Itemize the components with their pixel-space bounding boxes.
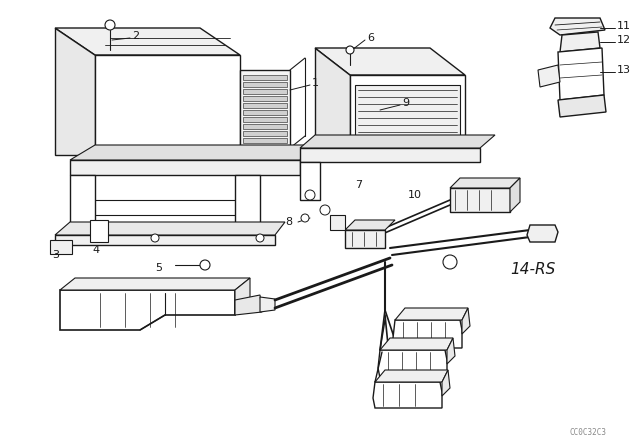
Polygon shape — [55, 235, 275, 245]
Polygon shape — [395, 308, 468, 320]
Circle shape — [301, 214, 309, 222]
Polygon shape — [558, 95, 606, 117]
Polygon shape — [235, 175, 260, 235]
Bar — [243, 131, 287, 136]
Polygon shape — [462, 308, 470, 334]
Polygon shape — [300, 135, 495, 148]
Text: 14-RS: 14-RS — [510, 263, 556, 277]
Polygon shape — [55, 222, 285, 235]
Circle shape — [305, 190, 315, 200]
Polygon shape — [550, 18, 605, 35]
Bar — [243, 82, 287, 87]
Text: CC0C32C3: CC0C32C3 — [570, 427, 607, 436]
Text: 9: 9 — [402, 98, 409, 108]
Circle shape — [443, 255, 457, 269]
Bar — [243, 96, 287, 101]
Bar — [243, 117, 287, 122]
Polygon shape — [560, 32, 600, 52]
Polygon shape — [380, 338, 453, 350]
Circle shape — [151, 234, 159, 242]
Text: 7: 7 — [355, 180, 362, 190]
Text: 8: 8 — [285, 217, 292, 227]
Bar — [50, 240, 72, 254]
Polygon shape — [235, 278, 250, 315]
Polygon shape — [345, 230, 385, 248]
Circle shape — [256, 234, 264, 242]
Bar — [243, 89, 287, 94]
Text: 12: 12 — [617, 35, 631, 45]
Polygon shape — [527, 225, 558, 242]
Text: 4: 4 — [92, 245, 99, 255]
Polygon shape — [510, 178, 520, 212]
Circle shape — [105, 20, 115, 30]
Polygon shape — [330, 215, 345, 230]
Polygon shape — [378, 350, 447, 378]
Text: 5: 5 — [155, 263, 162, 273]
Polygon shape — [70, 160, 300, 175]
Text: 11: 11 — [617, 21, 631, 31]
Circle shape — [200, 260, 210, 270]
Polygon shape — [375, 370, 448, 382]
Bar — [243, 138, 287, 143]
Polygon shape — [447, 338, 455, 364]
Polygon shape — [315, 48, 465, 75]
Bar — [243, 75, 287, 80]
Polygon shape — [240, 70, 290, 148]
Polygon shape — [558, 48, 604, 100]
Polygon shape — [345, 220, 395, 230]
Text: 2: 2 — [132, 31, 139, 41]
Text: 10: 10 — [408, 190, 422, 200]
Polygon shape — [60, 290, 235, 330]
Polygon shape — [350, 75, 465, 148]
Polygon shape — [300, 148, 480, 162]
Bar — [243, 110, 287, 115]
Polygon shape — [300, 162, 320, 200]
Polygon shape — [538, 65, 560, 87]
Polygon shape — [60, 278, 250, 290]
Polygon shape — [70, 175, 95, 235]
Text: 13: 13 — [617, 65, 631, 75]
Text: 3: 3 — [52, 250, 59, 260]
Circle shape — [346, 46, 354, 54]
Text: 1: 1 — [312, 78, 319, 88]
Bar — [243, 103, 287, 108]
Polygon shape — [315, 48, 350, 145]
Bar — [243, 124, 287, 129]
Polygon shape — [235, 295, 262, 315]
Polygon shape — [373, 382, 442, 408]
Text: 6: 6 — [367, 33, 374, 43]
Polygon shape — [450, 178, 520, 188]
Polygon shape — [355, 85, 460, 138]
Polygon shape — [70, 145, 310, 160]
Polygon shape — [95, 55, 240, 160]
Polygon shape — [393, 320, 462, 348]
Polygon shape — [442, 370, 450, 396]
Polygon shape — [55, 28, 95, 155]
Polygon shape — [55, 28, 240, 55]
Polygon shape — [260, 297, 275, 312]
Circle shape — [320, 205, 330, 215]
Bar — [90, 220, 108, 242]
Polygon shape — [450, 188, 510, 212]
